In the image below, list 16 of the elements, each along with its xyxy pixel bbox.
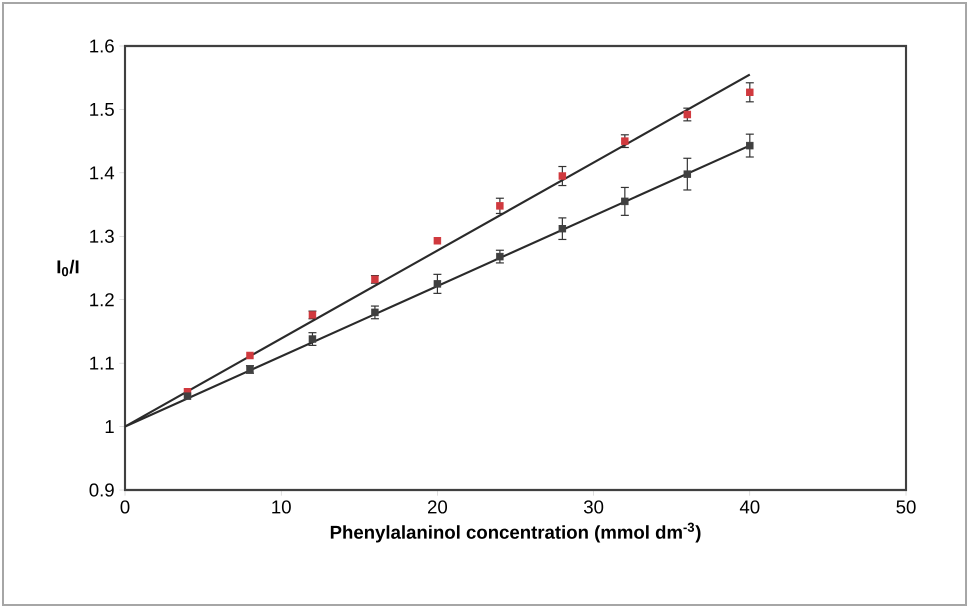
y-tick-label: 1.3	[90, 230, 114, 243]
x-tick-label: 50	[896, 500, 916, 514]
y-tick-label: 1	[106, 420, 114, 433]
y-axis-title: I$_{0}$/I	[58, 260, 78, 276]
y-tick-label: 1.1	[90, 356, 114, 370]
x-tick-label: 30	[584, 500, 604, 514]
x-tick-label: 20	[428, 500, 448, 514]
x-tick-label: 0	[120, 500, 130, 514]
y-tick-label: 1.5	[90, 102, 114, 116]
y-tick-label: 0.9	[90, 483, 114, 497]
x-axis-title: Phenylalaninol concentration (mmol dm$^{-3}$)	[330, 522, 700, 543]
y-tick-label: 1.2	[90, 293, 114, 306]
y-tick-label: 1.4	[90, 166, 114, 180]
x-tick-label: 40	[740, 500, 760, 514]
x-tick-label: 10	[272, 500, 291, 514]
y-tick-label: 1.6	[90, 39, 114, 53]
